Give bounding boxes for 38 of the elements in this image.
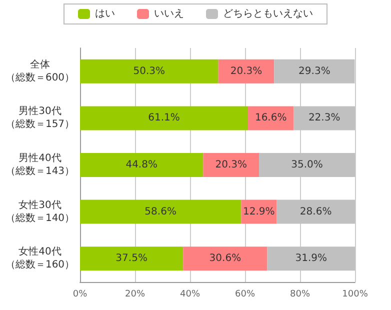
- x-tick-label: 100%: [342, 290, 368, 300]
- text: 16.6%: [254, 112, 287, 124]
- legend-label: いいえ: [154, 8, 184, 20]
- y-tick-label: 女性40代（総数＝160）: [5, 246, 75, 271]
- text: 20.3%: [215, 160, 248, 170]
- text: 22.3%: [308, 112, 340, 124]
- text: 44.8%: [126, 160, 158, 170]
- y-tick-label: 男性40代（総数＝143）: [5, 152, 75, 177]
- text: 50.3%: [133, 66, 166, 77]
- bar: [80, 59, 218, 84]
- x-tick-label: 80%: [290, 290, 310, 300]
- legend-label: はい: [95, 8, 115, 20]
- y-tick-label: 男性30代（総数＝157）: [5, 105, 75, 130]
- text: 58.6%: [144, 206, 176, 218]
- y-tick-label: 全体（総数＝600）: [5, 58, 75, 84]
- bar: [203, 153, 260, 177]
- bar: [80, 106, 248, 130]
- text: 61.1%: [148, 112, 180, 124]
- y-tick-label: 女性30代（総数＝140）: [5, 198, 75, 224]
- legend-label: どちらともいえない: [223, 8, 313, 20]
- x-tick-label: 0%: [72, 290, 88, 300]
- bar: [183, 246, 268, 271]
- text: 20.3%: [230, 66, 262, 77]
- text: 35.0%: [291, 160, 323, 170]
- bar: [248, 106, 294, 130]
- bar: [218, 59, 274, 84]
- text: 30.6%: [209, 253, 242, 264]
- text: 37.5%: [116, 253, 148, 264]
- text: 12.9%: [242, 206, 275, 218]
- x-tick-label: 60%: [234, 290, 256, 300]
- text: 31.9%: [295, 253, 328, 264]
- bar: [80, 200, 242, 224]
- text: 28.6%: [300, 206, 332, 218]
- x-tick-label: 40%: [180, 290, 200, 300]
- bar: [80, 153, 204, 177]
- bar: [80, 246, 184, 271]
- x-tick-label: 20%: [124, 290, 146, 300]
- text: 29.3%: [298, 66, 330, 77]
